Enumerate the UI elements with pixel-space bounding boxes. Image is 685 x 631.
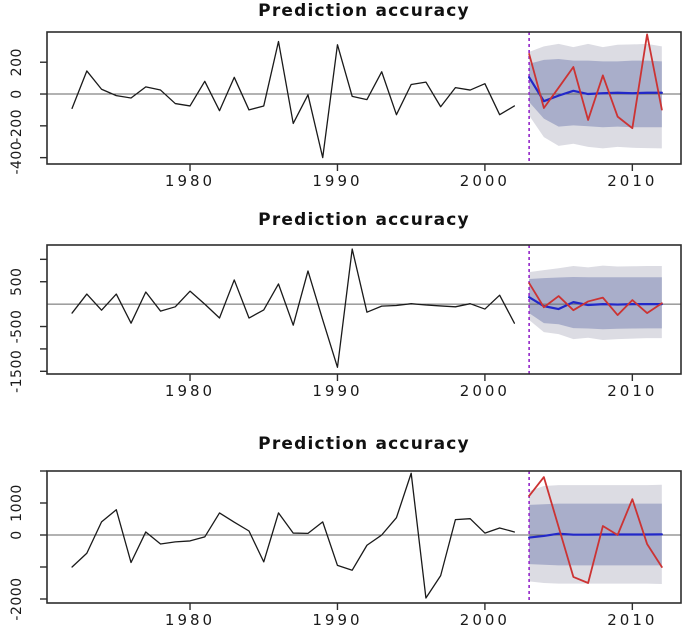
y-tick-label: 500 (9, 268, 25, 296)
series-observed (71, 248, 516, 368)
series-point-forecast (528, 296, 663, 311)
x-tick-label: 2010 (607, 611, 657, 629)
series-actual-future (528, 282, 663, 316)
y-tick-label: 200 (9, 48, 25, 76)
y-tick-label: -1500 (9, 350, 25, 393)
x-tick-label: 2010 (607, 382, 657, 400)
y-tick-label: -500 (9, 310, 25, 344)
chart-title: Prediction accuracy (258, 210, 470, 230)
chart-title: Prediction accuracy (258, 1, 470, 21)
y-tick-label: -400 (9, 141, 25, 175)
y-tick-label: -200 (9, 109, 25, 143)
plot-box (46, 470, 682, 604)
series-point-forecast (528, 532, 663, 539)
x-tick-label: 1980 (165, 172, 215, 190)
x-tick-label: 1990 (312, 172, 362, 190)
plot-box (46, 244, 682, 375)
series-observed (71, 40, 516, 159)
x-tick-label: 1990 (312, 611, 362, 629)
y-tick-label: -2000 (9, 577, 25, 620)
x-tick-label: 1980 (165, 611, 215, 629)
x-tick-label: 1980 (165, 382, 215, 400)
y-tick-label: 0 (9, 89, 25, 98)
series-actual-future (528, 476, 663, 584)
x-tick-label: 2000 (460, 611, 510, 629)
y-tick-label: 0 (9, 530, 25, 539)
chart-canvas-1: 1980 1990 2000 2010 500 -500 -1500 (9, 244, 682, 400)
chart-canvas-2: 1980 1990 2000 2010 1000 0 -2000 (9, 470, 682, 629)
x-tick-label: 2010 (607, 172, 657, 190)
series-observed (71, 472, 516, 599)
chart-title: Prediction accuracy (258, 434, 470, 454)
plot-box (46, 31, 682, 165)
band-inner-interval (529, 277, 662, 330)
x-tick-label: 2000 (460, 172, 510, 190)
x-tick-label: 2000 (460, 382, 510, 400)
series-actual-future (528, 33, 663, 130)
x-tick-label: 1990 (312, 382, 362, 400)
y-tick-label: 1000 (9, 484, 25, 522)
